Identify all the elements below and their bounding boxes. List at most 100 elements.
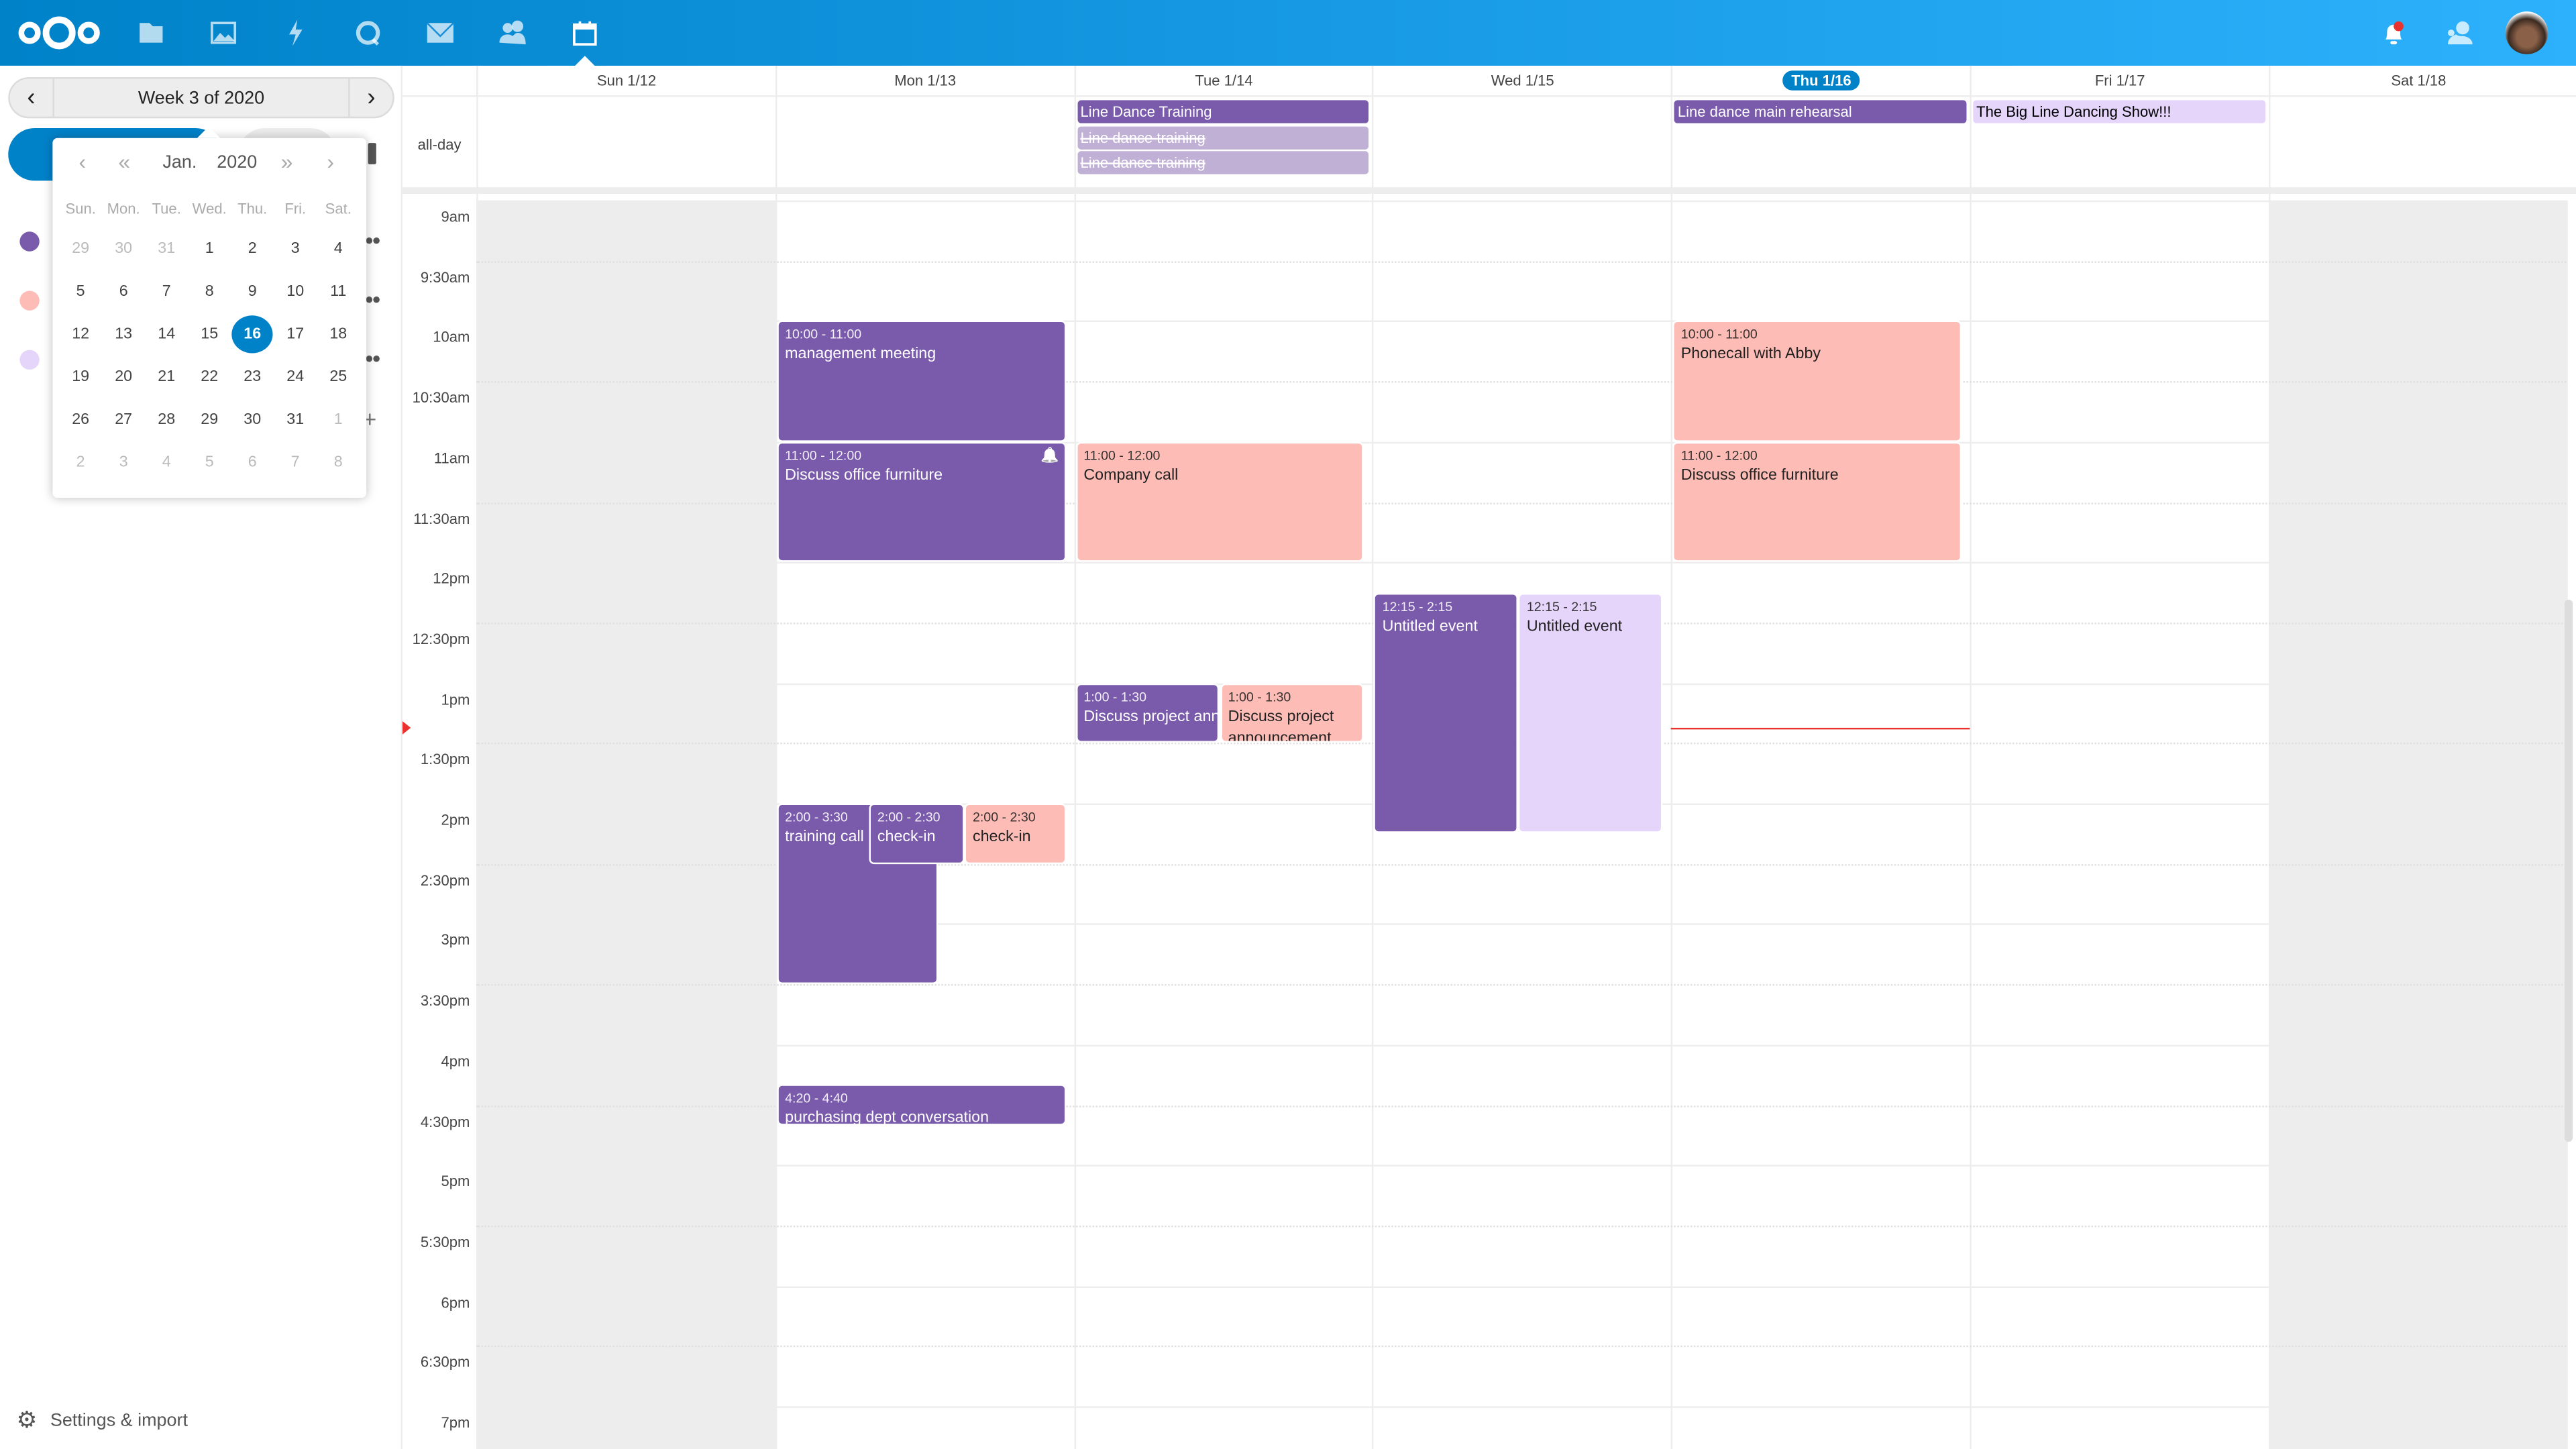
date-cell[interactable]: 8 xyxy=(188,270,231,313)
nextcloud-logo[interactable] xyxy=(16,15,101,51)
event[interactable]: 10:00 - 11:00 management meeting xyxy=(776,321,1066,442)
add-calendar-icon[interactable]: + xyxy=(363,405,377,433)
calendar-more-icon[interactable]: ●● xyxy=(364,290,381,307)
notifications-icon[interactable] xyxy=(2377,16,2410,49)
date-cell[interactable]: 27 xyxy=(102,398,145,441)
date-cell[interactable]: 7 xyxy=(145,270,188,313)
date-cell[interactable]: 29 xyxy=(188,398,231,441)
mail-icon[interactable] xyxy=(424,16,457,49)
date-cell[interactable]: 3 xyxy=(102,440,145,483)
year-label[interactable]: 2020 xyxy=(217,152,258,173)
date-cell[interactable]: 14 xyxy=(145,312,188,355)
event[interactable]: 4:20 - 4:40 purchasing dept conversation xyxy=(776,1084,1066,1125)
date-cell[interactable]: 28 xyxy=(145,398,188,441)
date-cell[interactable]: 5 xyxy=(59,270,102,313)
date-cell[interactable]: 5 xyxy=(188,440,231,483)
event[interactable]: 11:00 - 12:00 Discuss office furniture xyxy=(1672,441,1962,563)
date-cell[interactable]: 13 xyxy=(102,312,145,355)
date-cell[interactable]: 29 xyxy=(59,227,102,270)
day-header[interactable]: Sun 1/12 xyxy=(476,65,775,96)
date-cell[interactable]: 31 xyxy=(145,227,188,270)
next-month-icon[interactable]: › xyxy=(327,149,334,174)
date-cell[interactable]: 7 xyxy=(274,440,317,483)
date-cell[interactable]: 11 xyxy=(317,270,360,313)
date-cell[interactable]: 2 xyxy=(231,227,274,270)
date-cell[interactable]: 6 xyxy=(231,440,274,483)
date-cell[interactable]: 30 xyxy=(102,227,145,270)
next-year-icon[interactable]: » xyxy=(280,149,293,174)
previous-month-icon[interactable]: ‹ xyxy=(78,149,87,174)
day-header[interactable]: Sat 1/18 xyxy=(2268,65,2567,96)
week-label[interactable]: Week 3 of 2020 xyxy=(52,78,350,117)
date-number: 8 xyxy=(205,282,214,300)
event[interactable]: 11:00 - 12:00 Company call xyxy=(1075,441,1364,563)
event[interactable]: 11:00 - 12:00 Discuss office furniture 🔔 xyxy=(776,441,1066,563)
date-cell[interactable]: 1 xyxy=(188,227,231,270)
event[interactable]: 1:00 - 1:30 Discuss project announcement xyxy=(1220,682,1364,743)
date-cell[interactable]: 10 xyxy=(274,270,317,313)
calendar-more-icon[interactable]: ●● xyxy=(364,350,381,367)
date-cell[interactable]: 6 xyxy=(102,270,145,313)
date-cell[interactable]: 31 xyxy=(274,398,317,441)
image-icon[interactable] xyxy=(207,16,240,49)
folder-icon[interactable] xyxy=(135,16,168,49)
day-header[interactable]: Thu 1/16 xyxy=(1671,65,1970,96)
settings-import-button[interactable]: ⚙ Settings & import xyxy=(16,1406,187,1434)
day-header[interactable]: Fri 1/17 xyxy=(1970,65,2268,96)
date-cell[interactable]: 3 xyxy=(274,227,317,270)
date-cell[interactable]: 2 xyxy=(59,440,102,483)
all-day-event[interactable]: Line dance main rehearsal xyxy=(1674,100,1967,123)
date-cell[interactable]: 8 xyxy=(317,440,360,483)
event[interactable]: 2:00 - 2:30 check-in xyxy=(964,803,1066,864)
view-toggle[interactable] xyxy=(368,143,376,164)
date-cell[interactable]: 15 xyxy=(188,312,231,355)
previous-week-button[interactable]: ‹ xyxy=(27,83,36,112)
date-cell[interactable]: 30 xyxy=(231,398,274,441)
event[interactable]: 12:15 - 2:15 Untitled event xyxy=(1374,592,1519,834)
date-cell[interactable]: 17 xyxy=(274,312,317,355)
calendar-icon[interactable] xyxy=(568,16,601,49)
date-cell[interactable]: 20 xyxy=(102,355,145,398)
lightning-icon[interactable] xyxy=(279,16,312,49)
date-cell[interactable]: 26 xyxy=(59,398,102,441)
all-day-event[interactable]: Line dance training xyxy=(1077,151,1369,174)
contacts-icon[interactable] xyxy=(496,16,529,49)
all-day-event[interactable]: The Big Line Dancing Show!!! xyxy=(1973,100,2265,123)
calendar-more-icon[interactable]: ●● xyxy=(364,231,381,248)
all-day-event[interactable]: Line Dance Training xyxy=(1077,100,1369,123)
date-cell[interactable]: 4 xyxy=(145,440,188,483)
scrollbar[interactable] xyxy=(2564,599,2573,1142)
day-header[interactable]: Wed 1/15 xyxy=(1372,65,1671,96)
event[interactable]: 12:15 - 2:15 Untitled event xyxy=(1518,592,1663,834)
date-cell[interactable]: 25 xyxy=(317,355,360,398)
day-header[interactable]: Tue 1/14 xyxy=(1073,65,1373,96)
event[interactable]: 2:00 - 2:30 check-in xyxy=(869,803,965,864)
contacts-menu-icon[interactable] xyxy=(2443,16,2476,49)
avatar[interactable] xyxy=(2505,11,2548,54)
event[interactable]: 10:00 - 11:00 Phonecall with Abby xyxy=(1672,321,1962,442)
date-cell[interactable]: 22 xyxy=(188,355,231,398)
time-grid[interactable]: 9am 9:30am 10am 10:30am 11am 11:30am 12pm 12:30… xyxy=(402,65,2576,1449)
calendar-color-dot[interactable] xyxy=(19,350,40,370)
previous-year-icon[interactable]: « xyxy=(118,149,131,174)
day-header[interactable]: Mon 1/13 xyxy=(775,65,1073,96)
calendar-color-dot[interactable] xyxy=(19,231,40,252)
date-cell[interactable]: 1 xyxy=(317,398,360,441)
date-cell[interactable]: 24 xyxy=(274,355,317,398)
gear-icon: ⚙ xyxy=(16,1406,38,1433)
month-label[interactable]: Jan. xyxy=(162,152,197,173)
date-cell[interactable]: 21 xyxy=(145,355,188,398)
talk-icon[interactable] xyxy=(352,16,384,49)
event-title: purchasing dept conversation xyxy=(785,1109,989,1125)
event[interactable]: 1:00 - 1:30 Discuss project announcement xyxy=(1075,682,1220,743)
date-cell[interactable]: 4 xyxy=(317,227,360,270)
date-cell[interactable]: 18 xyxy=(317,312,360,355)
date-cell[interactable]: 16 xyxy=(231,312,274,355)
date-cell[interactable]: 12 xyxy=(59,312,102,355)
calendar-color-dot[interactable] xyxy=(19,290,40,311)
date-cell[interactable]: 9 xyxy=(231,270,274,313)
all-day-event[interactable]: Line dance training xyxy=(1077,125,1369,149)
date-cell[interactable]: 19 xyxy=(59,355,102,398)
next-week-button[interactable]: › xyxy=(367,83,376,112)
date-cell[interactable]: 23 xyxy=(231,355,274,398)
